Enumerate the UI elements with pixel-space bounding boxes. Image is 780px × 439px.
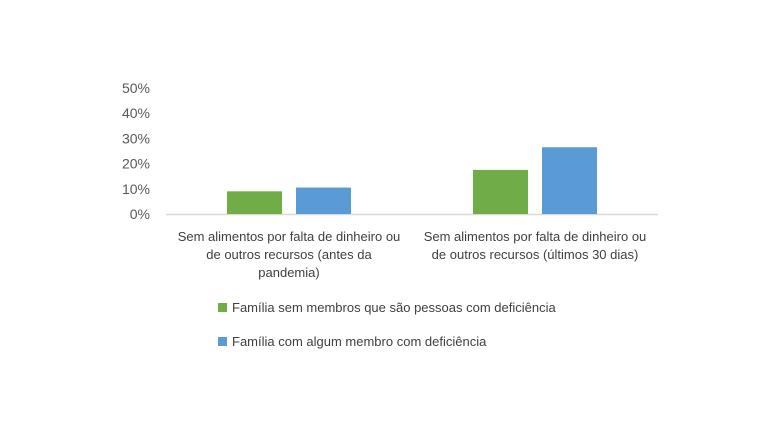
bar-series-1-cat-2 — [473, 169, 528, 214]
x-category-label-line: Sem alimentos por falta de dinheiro ou — [424, 229, 647, 244]
legend-label-series-1: Família sem membros que são pessoas com … — [232, 299, 556, 315]
y-tick-label: 50% — [122, 80, 150, 96]
bar-series-2-cat-1 — [296, 187, 351, 214]
x-category-label-line: pandemia) — [258, 265, 319, 280]
bar-series-2-cat-2 — [542, 147, 597, 214]
y-tick-label: 40% — [122, 105, 150, 121]
x-category-label: Sem alimentos por falta de dinheiro ou de… — [178, 229, 401, 280]
x-category-label-line: Sem alimentos por falta de dinheiro ou — [178, 229, 401, 244]
legend-item-series-2: Família com algum membro com deficiência — [218, 332, 556, 350]
x-category-label: Sem alimentos por falta de dinheiro ou de… — [424, 229, 647, 262]
x-category-label-line: de outros recursos (últimos 30 dias) — [432, 247, 639, 262]
legend: Família sem membros que são pessoas com … — [218, 298, 556, 366]
bar-series-1-cat-1 — [227, 191, 282, 214]
y-tick-label: 30% — [122, 130, 150, 146]
legend-label-series-2: Família com algum membro com deficiência — [232, 333, 487, 349]
y-tick-label: 0% — [130, 206, 150, 222]
legend-item-series-1: Família sem membros que são pessoas com … — [218, 298, 556, 316]
x-category-label-line: de outros recursos (antes da — [206, 247, 372, 262]
legend-swatch-series-2 — [218, 336, 227, 346]
legend-swatch-series-1 — [218, 302, 227, 312]
y-tick-label: 10% — [122, 181, 150, 197]
y-tick-label: 20% — [122, 156, 150, 172]
